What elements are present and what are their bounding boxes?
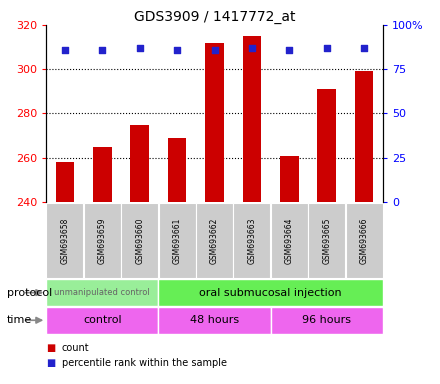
Bar [130, 124, 149, 202]
Bar [158, 307, 271, 334]
Point [136, 45, 143, 51]
Bar [280, 156, 299, 202]
Text: GSM693659: GSM693659 [98, 217, 107, 264]
Bar [121, 203, 158, 278]
Bar [233, 203, 271, 278]
Text: percentile rank within the sample: percentile rank within the sample [62, 358, 227, 368]
Text: GSM693664: GSM693664 [285, 217, 294, 264]
Point [99, 47, 106, 53]
Point [361, 45, 368, 51]
Point [211, 47, 218, 53]
Title: GDS3909 / 1417772_at: GDS3909 / 1417772_at [134, 10, 295, 24]
Bar [271, 203, 308, 278]
Text: control: control [83, 315, 121, 325]
Text: ■: ■ [46, 343, 55, 353]
Bar [196, 203, 233, 278]
Point [61, 47, 69, 53]
Text: time: time [7, 315, 32, 325]
Text: oral submucosal injection: oral submucosal injection [199, 288, 342, 298]
Point [286, 47, 293, 53]
Text: 96 hours: 96 hours [302, 315, 351, 325]
Bar [271, 307, 383, 334]
Bar [317, 89, 336, 202]
Bar [355, 71, 374, 202]
Bar [308, 203, 345, 278]
Point [248, 45, 255, 51]
Text: 48 hours: 48 hours [190, 315, 239, 325]
Bar [158, 203, 196, 278]
Bar [205, 43, 224, 202]
Text: GSM693662: GSM693662 [210, 217, 219, 263]
Bar [46, 307, 158, 334]
Text: unmanipulated control: unmanipulated control [55, 288, 150, 297]
Bar [93, 147, 112, 202]
Bar [242, 36, 261, 202]
Text: GSM693666: GSM693666 [359, 217, 369, 264]
Text: GSM693665: GSM693665 [322, 217, 331, 264]
Bar [84, 203, 121, 278]
Bar [46, 203, 84, 278]
Bar [345, 203, 383, 278]
Text: GSM693658: GSM693658 [60, 217, 70, 263]
Point [173, 47, 181, 53]
Bar [158, 279, 383, 306]
Text: ■: ■ [46, 358, 55, 368]
Text: GSM693660: GSM693660 [135, 217, 144, 264]
Text: protocol: protocol [7, 288, 52, 298]
Text: count: count [62, 343, 89, 353]
Point [323, 45, 330, 51]
Bar [46, 279, 158, 306]
Text: GSM693663: GSM693663 [247, 217, 257, 264]
Bar [55, 162, 74, 202]
Bar [168, 138, 187, 202]
Text: GSM693661: GSM693661 [172, 217, 182, 263]
